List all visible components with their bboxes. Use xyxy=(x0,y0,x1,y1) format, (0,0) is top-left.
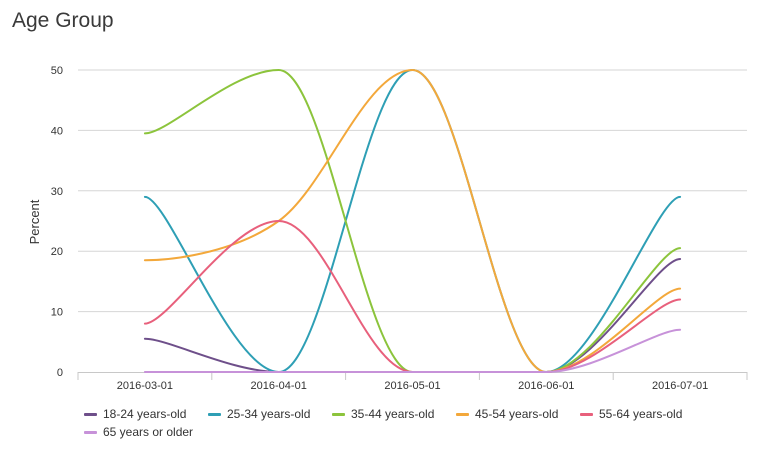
x-tick-label: 2016-06-01 xyxy=(518,380,574,392)
legend-item[interactable]: 18-24 years-old xyxy=(84,405,208,423)
legend-item[interactable]: 25-34 years-old xyxy=(208,405,332,423)
legend-swatch xyxy=(332,413,345,416)
legend-swatch xyxy=(84,431,97,434)
legend-label: 45-54 years-old xyxy=(475,407,558,421)
x-tick-label: 2016-05-01 xyxy=(384,380,440,392)
series-line-3 xyxy=(145,70,680,372)
series-line-0 xyxy=(145,259,680,372)
legend-swatch xyxy=(208,413,221,416)
grid-lines xyxy=(78,70,747,312)
legend-swatch xyxy=(456,413,469,416)
series-line-1 xyxy=(145,70,680,372)
legend: 18-24 years-old 25-34 years-old 35-44 year… xyxy=(84,405,734,441)
y-tick-label: 20 xyxy=(51,246,63,258)
legend-item[interactable]: 35-44 years-old xyxy=(332,405,456,423)
legend-swatch xyxy=(84,413,97,416)
legend-label: 65 years or older xyxy=(103,425,193,439)
x-tick-label: 2016-07-01 xyxy=(652,380,708,392)
legend-label: 25-34 years-old xyxy=(227,407,310,421)
x-tick-label: 2016-04-01 xyxy=(251,380,307,392)
legend-label: 35-44 years-old xyxy=(351,407,434,421)
x-axis: 2016-03-01 2016-04-01 2016-05-01 2016-06-01… xyxy=(78,372,747,392)
legend-item[interactable]: 55-64 years-old xyxy=(580,405,704,423)
y-tick-label: 30 xyxy=(51,186,63,198)
y-tick-labels: 0 10 20 30 40 50 xyxy=(51,65,63,379)
series-lines xyxy=(145,70,680,372)
legend-item[interactable]: 65 years or older xyxy=(84,423,208,441)
legend-swatch xyxy=(580,413,593,416)
y-tick-label: 40 xyxy=(51,125,63,137)
y-tick-label: 10 xyxy=(51,307,63,319)
legend-label: 18-24 years-old xyxy=(103,407,186,421)
series-line-2 xyxy=(145,70,680,372)
legend-item[interactable]: 45-54 years-old xyxy=(456,405,580,423)
y-tick-label: 50 xyxy=(51,65,63,77)
x-tick-label: 2016-03-01 xyxy=(117,380,173,392)
series-line-4 xyxy=(145,221,680,372)
y-tick-label: 0 xyxy=(57,367,63,379)
y-axis-title: Percent xyxy=(27,199,42,244)
legend-label: 55-64 years-old xyxy=(599,407,682,421)
